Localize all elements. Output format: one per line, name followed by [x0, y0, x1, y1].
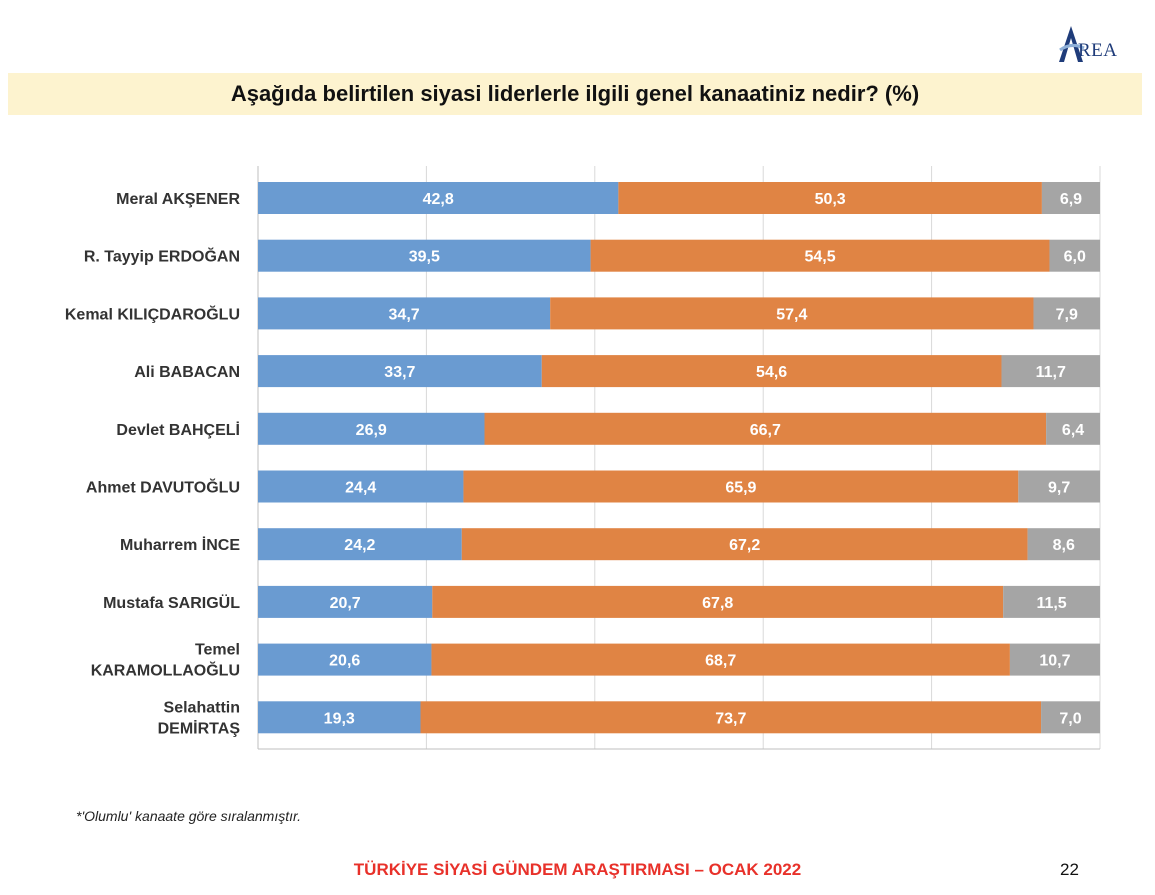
data-label: 24,2	[344, 537, 375, 554]
data-label: 7,9	[1056, 306, 1078, 323]
title-band: Aşağıda belirtilen siyasi liderlerle ilg…	[8, 73, 1142, 115]
bar-segment	[1018, 470, 1100, 503]
logo-text: REA	[1078, 40, 1118, 61]
category-label: Ahmet DAVUTOĞLU	[86, 478, 240, 497]
data-label: 7,0	[1059, 710, 1081, 727]
bar-segment	[1041, 701, 1100, 734]
bar-segment	[541, 355, 1002, 388]
bar-segment	[1001, 355, 1100, 388]
data-label: 9,7	[1048, 480, 1070, 497]
bar-segment	[463, 470, 1019, 503]
footnote: *'Olumlu' kanaate göre sıralanmıştır.	[76, 808, 302, 824]
data-label: 6,0	[1064, 249, 1086, 266]
data-label: 24,4	[345, 480, 376, 497]
data-label: 10,7	[1039, 653, 1070, 670]
data-label: 8,6	[1053, 537, 1075, 554]
stacked-bar-chart: Meral AKŞENER 42,8 50,3 6,9 R. Tayyip ERDOĞA…	[65, 166, 1101, 750]
logo-a-icon	[1059, 26, 1085, 62]
category-label: Ali BABACAN	[134, 364, 240, 381]
category-label: R. Tayyip ERDOĞAN	[84, 247, 240, 266]
category-label: Selahattin DEMİRTAŞ	[158, 699, 241, 737]
bar-segment	[550, 297, 1034, 330]
data-label: 11,7	[1036, 364, 1066, 381]
data-label: 11,5	[1036, 595, 1066, 612]
category-label: Meral AKŞENER	[116, 191, 240, 208]
bar-segment	[1046, 412, 1100, 445]
data-label: 66,7	[750, 422, 781, 439]
bar-segment	[590, 239, 1050, 272]
data-label: 42,8	[423, 191, 454, 208]
data-label: 26,9	[356, 422, 387, 439]
category-label: Devlet BAHÇELİ	[116, 421, 240, 439]
data-label: 67,2	[729, 537, 760, 554]
bar-segment	[484, 412, 1047, 445]
bar-segment	[1049, 239, 1100, 272]
bar-segment	[1041, 182, 1100, 214]
bar-segment	[432, 585, 1004, 618]
category-label: Mustafa SARIGÜL	[103, 593, 240, 612]
category-label: Kemal KILIÇDAROĞLU	[65, 304, 240, 323]
bar-segment	[420, 701, 1042, 734]
bar-segment	[1033, 297, 1100, 330]
data-label: 6,4	[1062, 422, 1084, 439]
data-label: 39,5	[409, 249, 440, 266]
bar-segment	[258, 412, 485, 445]
data-label: 50,3	[815, 191, 846, 208]
data-label: 67,8	[702, 595, 733, 612]
bar-segment	[258, 528, 462, 561]
data-label: 54,6	[756, 364, 787, 381]
page-number: 22	[1060, 860, 1079, 879]
bar-segment	[258, 182, 619, 214]
bar-segment	[431, 643, 1010, 676]
bar-segment	[258, 470, 464, 503]
data-label: 20,6	[329, 653, 360, 670]
data-label: 34,7	[389, 306, 420, 323]
footer-title: TÜRKİYE SİYASİ GÜNDEM ARAŞTIRMASI – OCAK…	[353, 860, 802, 879]
bar-segment	[258, 297, 551, 330]
area-logo: REA	[1056, 22, 1146, 68]
data-label: 19,3	[324, 710, 355, 727]
data-label: 73,7	[715, 710, 746, 727]
data-label: 6,9	[1060, 191, 1082, 208]
category-label: Temel KARAMOLLAOĞLU	[91, 642, 240, 680]
data-label: 57,4	[776, 306, 807, 323]
chart-title: Aşağıda belirtilen siyasi liderlerle ilg…	[230, 81, 920, 106]
bar-segment	[258, 355, 542, 388]
bar-segment	[618, 182, 1042, 214]
bar-segment	[1003, 585, 1100, 618]
bar-segment	[1009, 643, 1100, 676]
data-label: 54,5	[804, 249, 835, 266]
bar-segment	[258, 585, 433, 618]
bar-segment	[1027, 528, 1100, 561]
data-label: 20,7	[330, 595, 361, 612]
category-label: Muharrem İNCE	[120, 536, 240, 554]
data-label: 33,7	[384, 364, 415, 381]
data-label: 68,7	[705, 653, 736, 670]
bar-segment	[258, 701, 421, 734]
bar-segment	[461, 528, 1028, 561]
bar-segment	[258, 643, 432, 676]
bar-segment	[258, 239, 591, 272]
data-label: 65,9	[725, 480, 756, 497]
